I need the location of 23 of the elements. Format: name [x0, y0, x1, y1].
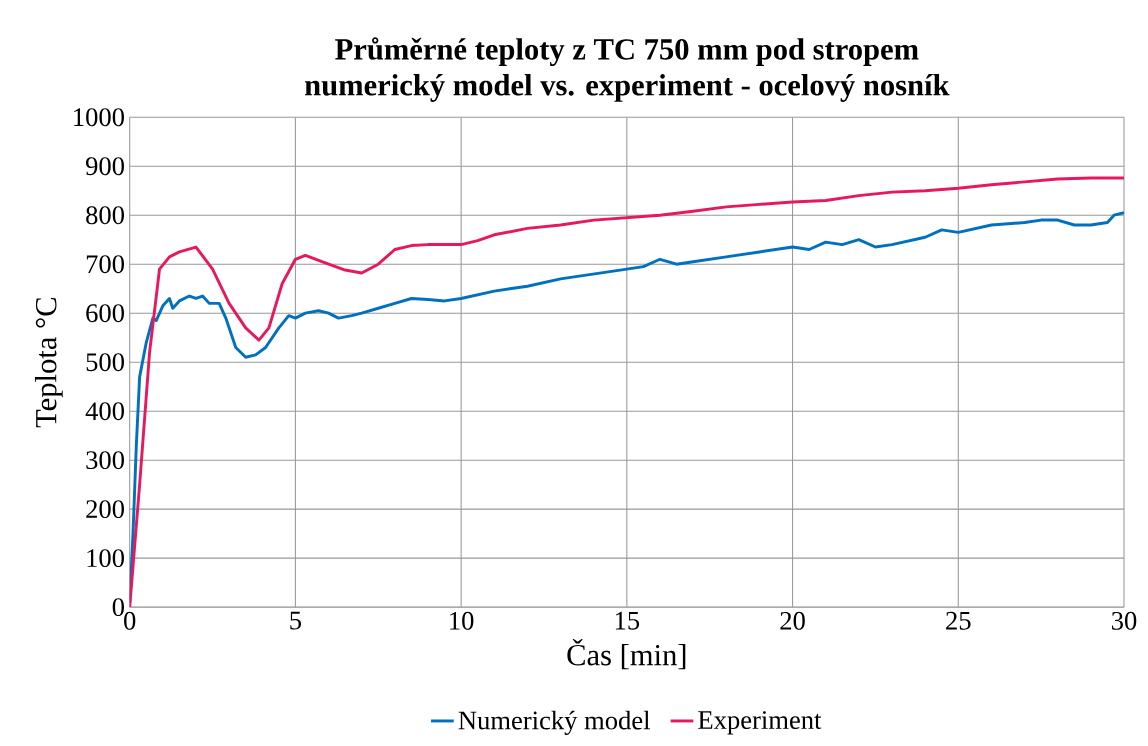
y-tick-label: 500: [86, 352, 124, 371]
x-tick-label: 10: [450, 611, 474, 630]
y-axis-title: Teplota °C: [34, 297, 63, 428]
chart-title: Průměrné teploty z TC 750 mm pod stropem numerický model vs. experiment - ocelový nosník: [304, 37, 950, 102]
y-tick-label: 100: [87, 548, 124, 567]
legend-label: Experiment: [698, 710, 822, 735]
x-tick-label: 15: [615, 611, 640, 630]
y-tick-label: 400: [85, 401, 124, 420]
x-tick-label: 5: [290, 611, 302, 630]
y-tick-label: 1000: [74, 108, 124, 126]
y-tick-label: 800: [86, 206, 124, 224]
legend-label: Numerický model: [458, 710, 651, 735]
y-tick-label: 300: [86, 450, 124, 469]
y-tick-label: 900: [85, 157, 124, 175]
y-tick-label: 200: [86, 499, 124, 518]
x-tick-label: 20: [780, 611, 805, 630]
y-tick-label: 600: [86, 303, 124, 322]
y-tick-label: 700: [86, 255, 124, 273]
y-tick-label: 0: [112, 597, 124, 616]
x-axis-title: Čas [min]: [567, 638, 686, 670]
x-tick-label: 30: [1111, 611, 1137, 630]
x-tick-label: 0: [124, 611, 136, 630]
x-tick-label: 25: [946, 611, 971, 630]
